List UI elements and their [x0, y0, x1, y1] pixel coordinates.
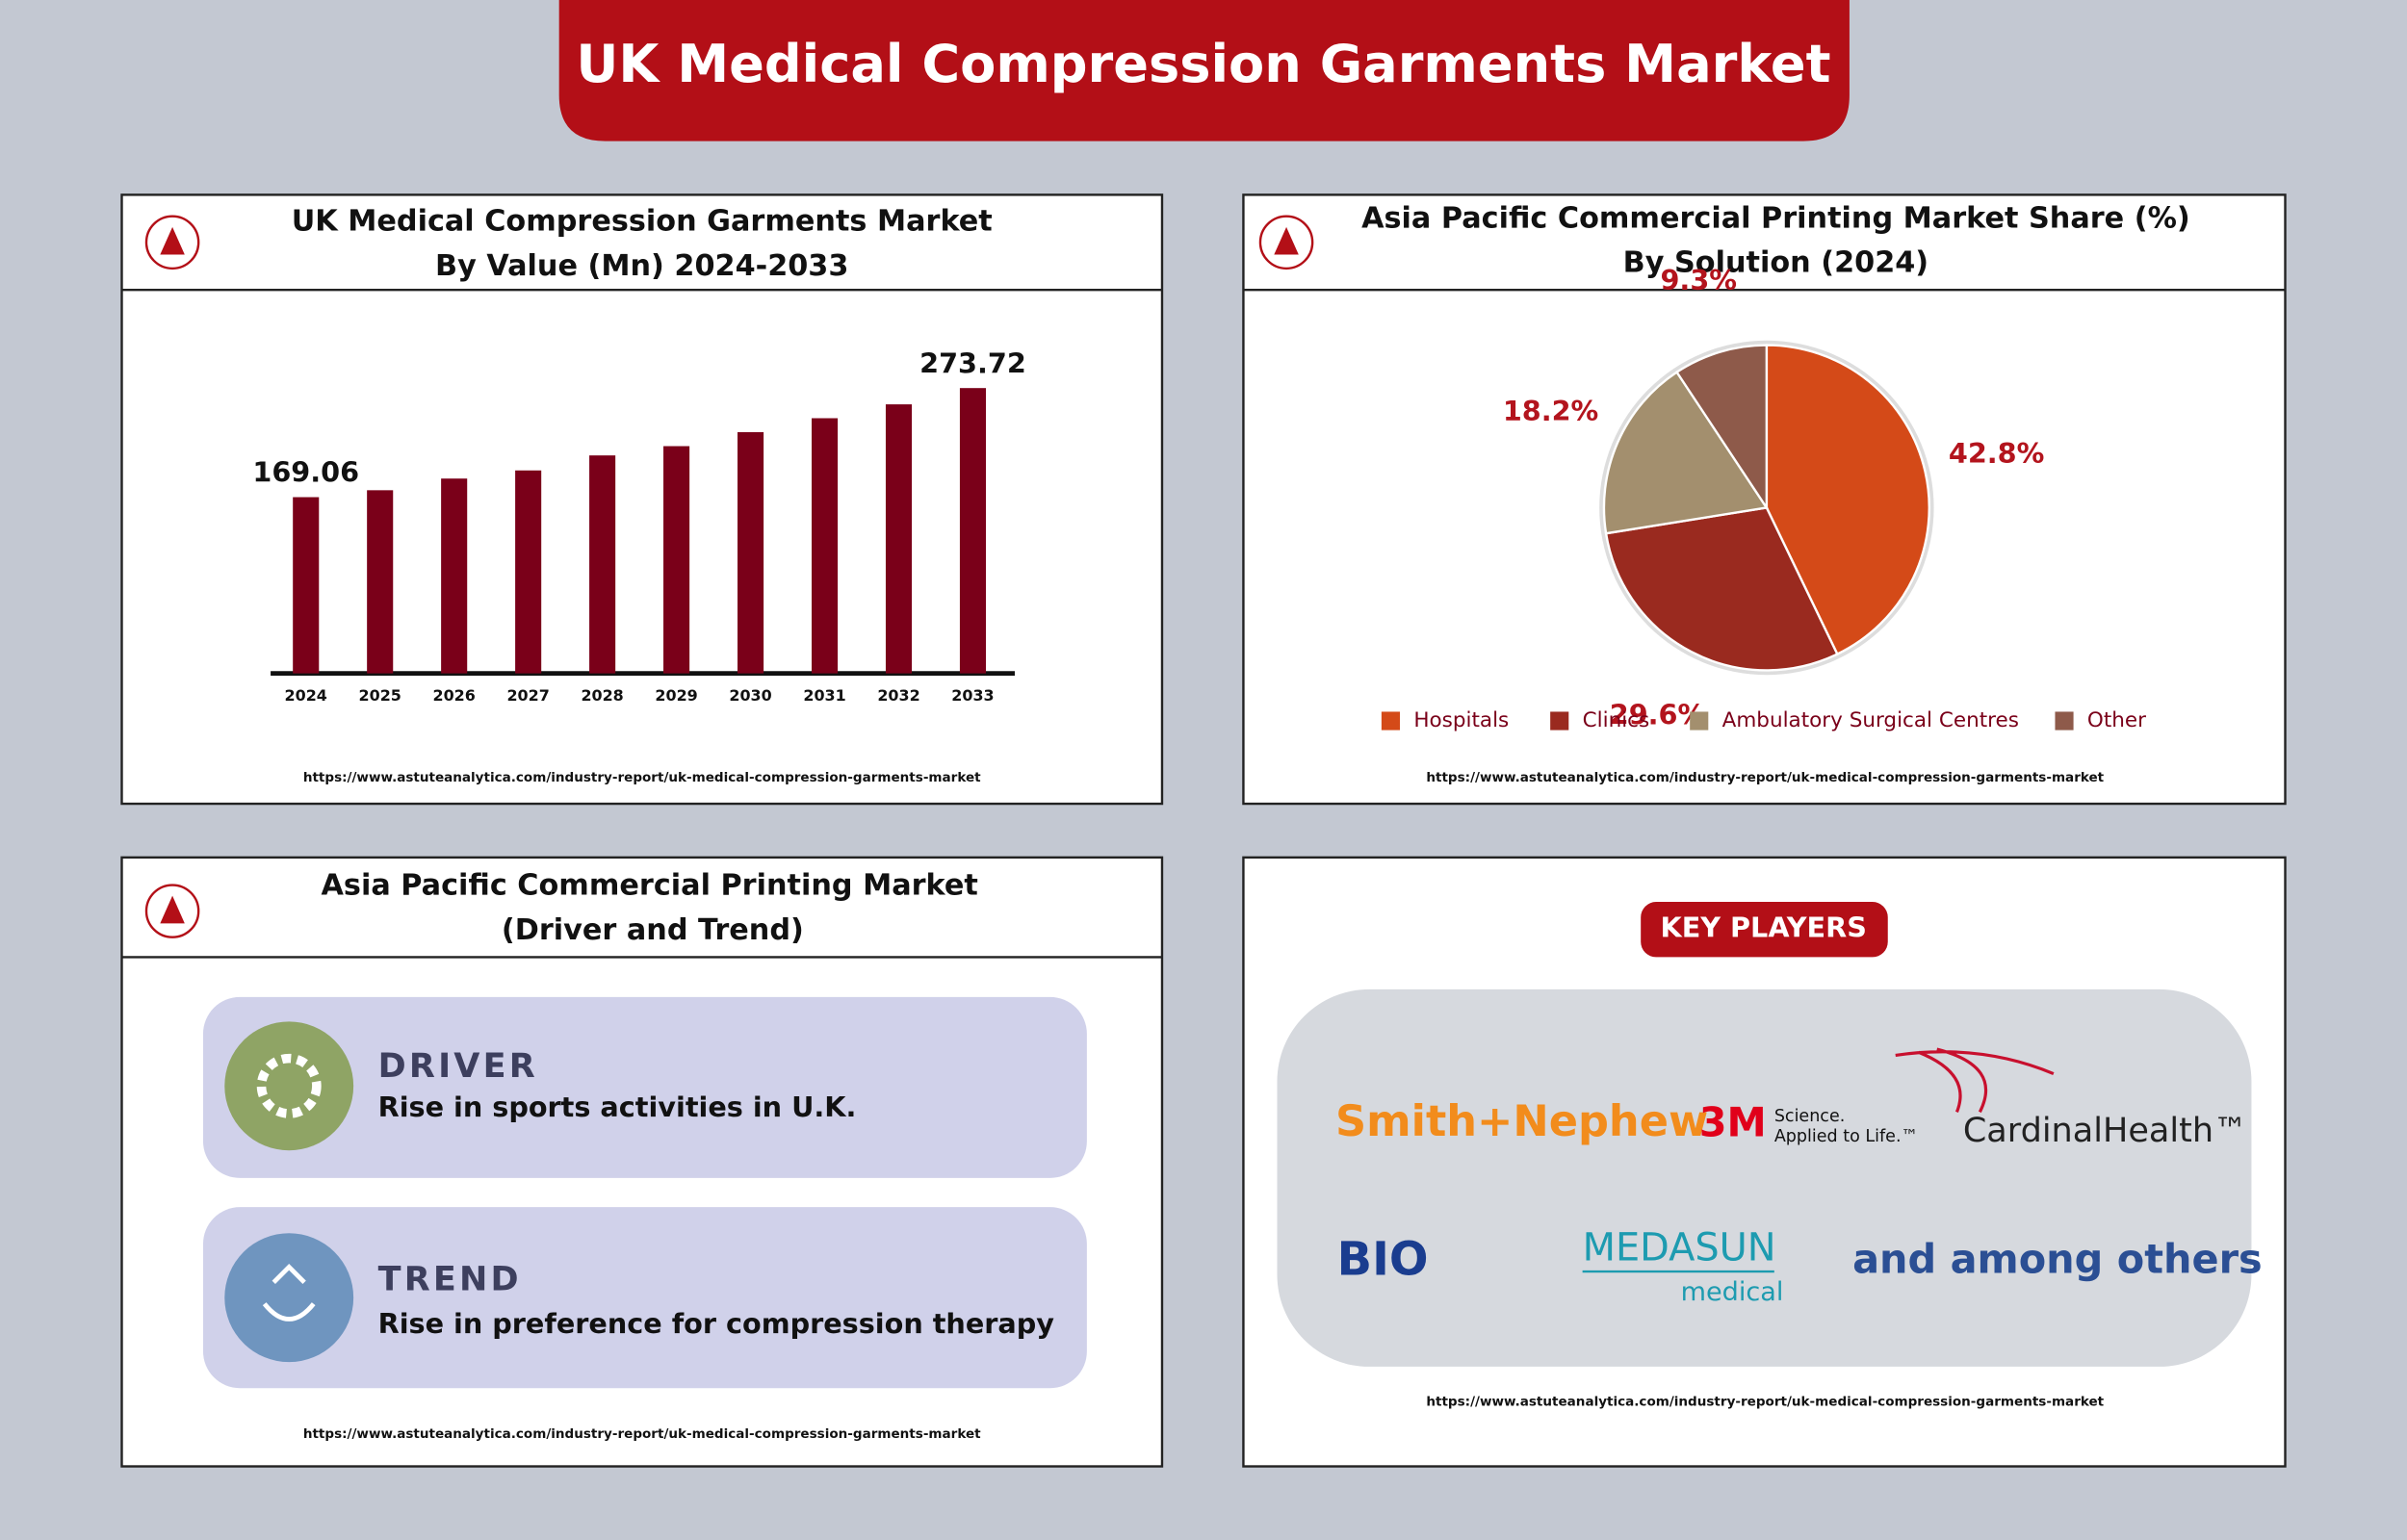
- key-players-title: KEY PLAYERS: [1660, 911, 1866, 944]
- source-url: https://www.astuteanalytica.com/industry…: [303, 1426, 981, 1442]
- driver-card: [202, 996, 1087, 1178]
- bar: [293, 497, 320, 674]
- bar: [589, 455, 616, 674]
- driver-icon: [224, 1021, 354, 1151]
- player-logo: CardinalHealth™: [1963, 1111, 2247, 1150]
- cardinal-swoosh: [1895, 1047, 2055, 1114]
- bar: [738, 432, 764, 674]
- legend-swatch: [1381, 711, 1400, 731]
- data-label: 18.2%: [1503, 395, 1598, 427]
- panel: [120, 193, 1164, 806]
- x-tick-label: 2032: [877, 686, 919, 705]
- header-title: UK Medical Compression Garments Market: [576, 34, 1830, 94]
- logo-panel: [1277, 988, 2252, 1367]
- x-tick-label: 2027: [506, 686, 549, 705]
- x-tick-label: 2025: [359, 686, 401, 705]
- hands-icon: [262, 1263, 316, 1322]
- player-logo: and among others: [1852, 1237, 2263, 1283]
- x-tick-label: 2028: [581, 686, 623, 705]
- pie-slice: [1602, 370, 1769, 535]
- panel-title: UK Medical Compression Garments Market: [292, 205, 993, 239]
- x-tick-label: 2030: [729, 686, 771, 705]
- pie-slice: [1765, 344, 1930, 656]
- data-label: 29.6%: [1610, 699, 1705, 732]
- legend-swatch: [2055, 711, 2074, 731]
- player-logo: BIO: [1337, 1234, 1429, 1287]
- header-banner: [558, 0, 1850, 141]
- source-url: https://www.astuteanalytica.com/industry…: [1426, 1395, 2104, 1410]
- panel-subtitle: (Driver and Trend): [502, 913, 804, 947]
- bar: [441, 478, 468, 674]
- bar: [367, 490, 394, 674]
- bar: [959, 388, 987, 674]
- player-logo: MEDASUN: [1583, 1225, 1776, 1270]
- trend-heading: TREND: [378, 1260, 522, 1299]
- trend-card: [202, 1207, 1087, 1389]
- gear-icon: [256, 1053, 322, 1118]
- logo: [1258, 215, 1314, 270]
- player-logo: Science.: [1774, 1107, 1845, 1126]
- legend-label: Clinics: [1583, 708, 1650, 732]
- x-tick-label: 2029: [655, 686, 697, 705]
- bar: [515, 470, 542, 674]
- panel-subtitle: By Value (Mn) 2024-2033: [435, 249, 848, 283]
- logo: [144, 215, 200, 270]
- x-tick-label: 2024: [285, 686, 327, 705]
- source-url: https://www.astuteanalytica.com/industry…: [303, 770, 981, 785]
- panel: [1242, 193, 2287, 806]
- player-logo: Applied to Life.™: [1774, 1127, 1918, 1146]
- data-label: 42.8%: [1949, 437, 2044, 470]
- trend-icon: [224, 1233, 354, 1363]
- legend-label: Other: [2087, 708, 2146, 732]
- data-label: 9.3%: [1660, 264, 1737, 296]
- bar: [663, 446, 690, 674]
- player-logo: 3M: [1699, 1100, 1767, 1146]
- pie-slice: [1674, 344, 1769, 512]
- player-logo: Smith+Nephew: [1335, 1096, 1708, 1146]
- trend-text: Rise in preference for compression thera…: [378, 1307, 1055, 1340]
- key-players-badge: [1641, 902, 1888, 958]
- logo: [144, 884, 200, 938]
- bar: [811, 418, 839, 674]
- panel-title: Asia Pacific Commercial Printing Market: [322, 869, 978, 903]
- pie-slice: [1604, 506, 1839, 672]
- x-tick-label: 2026: [433, 686, 476, 705]
- driver-heading: DRIVER: [378, 1046, 538, 1086]
- source-url: https://www.astuteanalytica.com/industry…: [1426, 770, 2104, 785]
- legend-label: Ambulatory Surgical Centres: [1722, 708, 2019, 732]
- x-tick-label: 2033: [951, 686, 994, 705]
- x-tick-label: 2031: [803, 686, 845, 705]
- legend-swatch: [1690, 711, 1709, 731]
- panel-title: Asia Pacific Commercial Printing Market …: [1361, 201, 2190, 235]
- panel-subtitle: By Solution (2024): [1623, 246, 1928, 280]
- bar: [885, 404, 913, 674]
- driver-text: Rise in sports activities in U.K.: [378, 1091, 857, 1123]
- data-label: 169.06: [252, 456, 359, 489]
- player-logo: medical: [1681, 1277, 1784, 1307]
- legend-label: Hospitals: [1413, 708, 1509, 732]
- data-label: 273.72: [919, 346, 1026, 379]
- legend-swatch: [1550, 711, 1569, 731]
